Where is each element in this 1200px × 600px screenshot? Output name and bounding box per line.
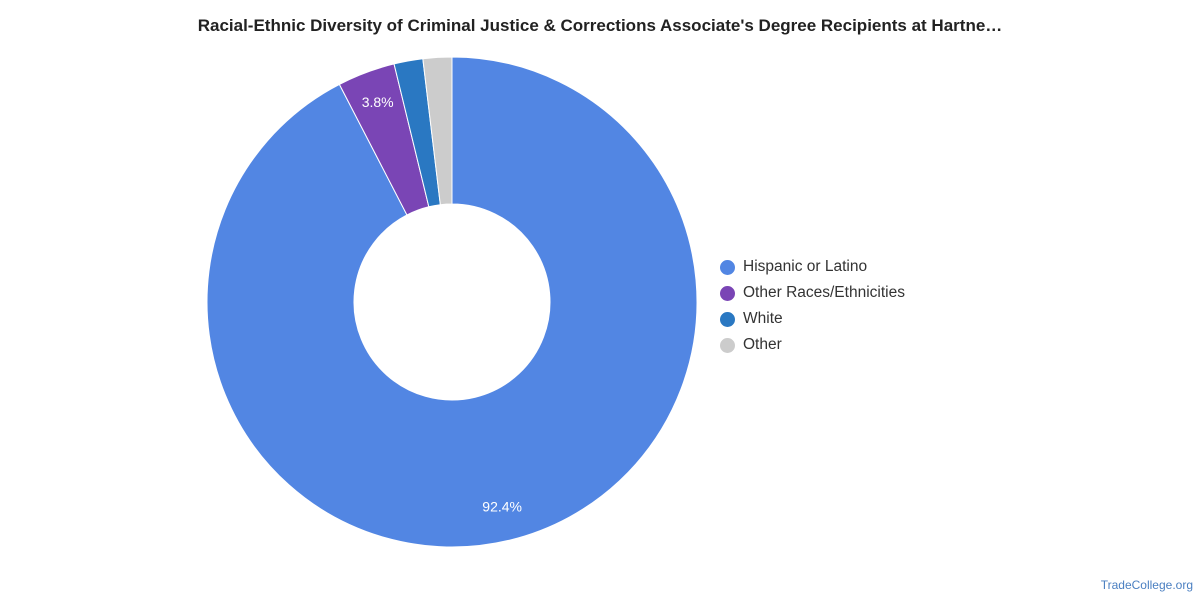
legend-label: Other Races/Ethnicities bbox=[743, 284, 905, 301]
donut-slice-other[interactable] bbox=[422, 56, 453, 206]
chart-legend: Hispanic or Latino Other Races/Ethnicitie… bbox=[720, 254, 905, 358]
legend-label: Other bbox=[743, 336, 782, 353]
legend-swatch bbox=[720, 337, 735, 353]
legend-swatch bbox=[720, 285, 735, 301]
data-label: 92.4% bbox=[482, 499, 522, 515]
chart-title: Racial-Ethnic Diversity of Criminal Just… bbox=[197, 16, 1003, 35]
donut-slice-hispanic-or-latino[interactable] bbox=[206, 56, 698, 548]
legend-swatch bbox=[720, 311, 735, 327]
legend-item[interactable]: White bbox=[720, 306, 905, 332]
legend-swatch bbox=[720, 259, 735, 275]
legend-item[interactable]: Hispanic or Latino bbox=[720, 254, 905, 280]
legend-item[interactable]: Other bbox=[720, 332, 905, 358]
data-label: 3.8% bbox=[362, 94, 394, 110]
source-link[interactable]: TradeCollege.org bbox=[1100, 578, 1193, 592]
legend-label: Hispanic or Latino bbox=[743, 258, 868, 275]
legend-item[interactable]: Other Races/Ethnicities bbox=[720, 280, 905, 306]
legend-label: White bbox=[743, 310, 783, 327]
